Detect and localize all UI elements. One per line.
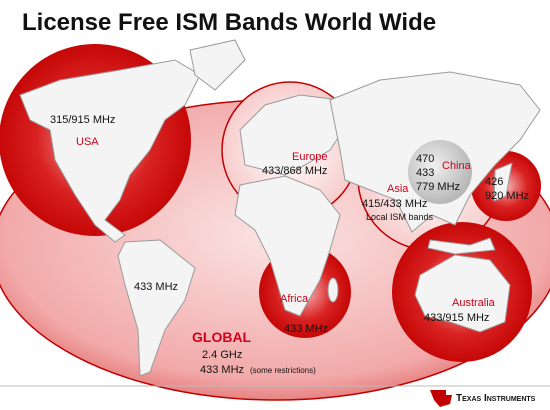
logo-mark [430,390,452,407]
band-label: 433 MHz [200,364,244,376]
band-label: 920 MHz [485,190,529,202]
global-name: GLOBAL [192,329,252,345]
region-name: Europe [292,151,327,163]
band-label: 433/915 MHz [424,312,489,324]
region-name: China [442,160,472,172]
band-note: (some restrictions) [250,366,316,375]
band-label: 433 [416,167,434,179]
band-label: 779 MHz [416,181,460,193]
band-note: Local ISM bands [366,212,434,222]
band-label: 315/915 MHz [50,114,115,126]
china-zone [408,140,472,204]
band-label: 470 [416,153,434,165]
band-label: 415/433 MHz [362,198,427,210]
band-label: 433 MHz [284,323,328,335]
region-name: Africa [280,293,309,305]
band-label: 2.4 GHz [202,349,242,361]
title: License Free ISM Bands World Wide [22,9,436,36]
band-label: 426 [485,176,503,188]
band-label: 433/868 MHz [262,165,327,177]
continents [19,39,541,377]
band-label: 433 MHz [134,281,178,293]
brand: Texas Instruments [456,393,536,404]
region-name: Asia [387,183,409,195]
region-name: USA [76,136,99,148]
region-name: Australia [452,297,496,309]
